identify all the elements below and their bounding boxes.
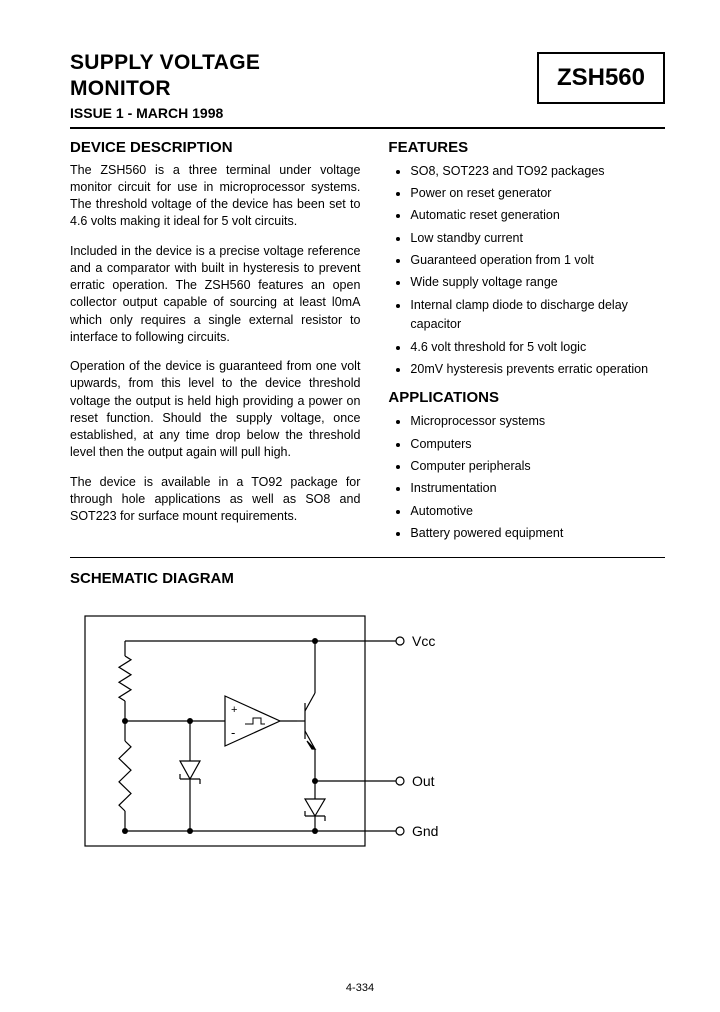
features-heading: FEATURES [388,139,665,156]
application-item: Computer peripherals [410,457,665,476]
svg-text:+: + [231,704,237,716]
mid-rule [70,557,665,558]
feature-item: Automatic reset generation [410,206,665,225]
description-para: Included in the device is a precise volt… [70,243,360,347]
application-item: Microprocessor systems [410,412,665,431]
header: SUPPLY VOLTAGE MONITOR ISSUE 1 - MARCH 1… [70,50,665,121]
main-title-line2: MONITOR [70,76,537,102]
svg-text:Out: Out [412,773,435,789]
application-item: Battery powered equipment [410,524,665,543]
description-para: The ZSH560 is a three terminal under vol… [70,162,360,231]
schematic-svg: Vcc Gnd + - Out [70,601,490,861]
applications-heading: APPLICATIONS [388,389,665,406]
column-right: FEATURES SO8, SOT223 and TO92 packages P… [388,139,665,547]
schematic-diagram: Vcc Gnd + - Out [70,601,665,866]
svg-text:Gnd: Gnd [412,823,438,839]
schematic-heading: SCHEMATIC DIAGRAM [70,570,665,587]
issue-line: ISSUE 1 - MARCH 1998 [70,105,537,121]
feature-item: 20mV hysteresis prevents erratic operati… [410,360,665,379]
title-block: SUPPLY VOLTAGE MONITOR ISSUE 1 - MARCH 1… [70,50,537,121]
header-rule [70,127,665,129]
columns: DEVICE DESCRIPTION The ZSH560 is a three… [70,139,665,547]
feature-item: Internal clamp diode to discharge delay … [410,296,665,335]
feature-item: Wide supply voltage range [410,273,665,292]
column-left: DEVICE DESCRIPTION The ZSH560 is a three… [70,139,360,547]
description-para: The device is available in a TO92 packag… [70,474,360,526]
page-number: 4-334 [0,982,720,994]
application-item: Instrumentation [410,479,665,498]
description-para: Operation of the device is guaranteed fr… [70,358,360,462]
feature-item: 4.6 volt threshold for 5 volt logic [410,338,665,357]
feature-item: Guaranteed operation from 1 volt [410,251,665,270]
svg-text:-: - [231,725,235,740]
description-heading: DEVICE DESCRIPTION [70,139,360,156]
feature-item: Power on reset generator [410,184,665,203]
application-item: Automotive [410,502,665,521]
part-number-box: ZSH560 [537,52,665,104]
main-title-line1: SUPPLY VOLTAGE [70,50,537,76]
feature-item: Low standby current [410,229,665,248]
svg-text:Vcc: Vcc [412,633,435,649]
features-list: SO8, SOT223 and TO92 packages Power on r… [388,162,665,380]
feature-item: SO8, SOT223 and TO92 packages [410,162,665,181]
applications-list: Microprocessor systems Computers Compute… [388,412,665,543]
application-item: Computers [410,435,665,454]
